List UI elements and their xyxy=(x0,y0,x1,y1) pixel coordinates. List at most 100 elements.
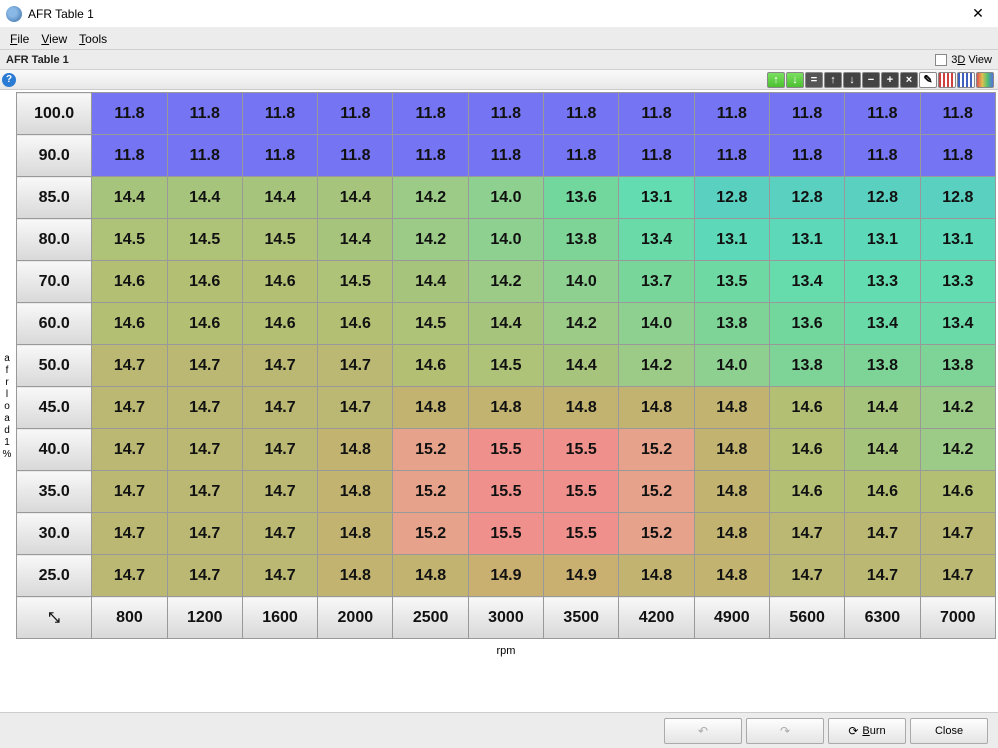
data-cell[interactable]: 14.8 xyxy=(393,555,468,597)
burn-button[interactable]: ⟳Burn xyxy=(828,718,906,744)
data-cell[interactable]: 11.8 xyxy=(694,135,769,177)
data-cell[interactable]: 14.8 xyxy=(619,387,694,429)
data-cell[interactable]: 11.8 xyxy=(92,135,167,177)
data-cell[interactable]: 13.3 xyxy=(845,261,920,303)
help-icon[interactable]: ? xyxy=(2,73,16,87)
data-cell[interactable]: 14.6 xyxy=(242,303,317,345)
data-cell[interactable]: 11.8 xyxy=(920,135,995,177)
data-cell[interactable]: 14.8 xyxy=(393,387,468,429)
data-cell[interactable]: 14.4 xyxy=(242,177,317,219)
data-cell[interactable]: 11.8 xyxy=(544,135,619,177)
data-cell[interactable]: 12.8 xyxy=(845,177,920,219)
data-cell[interactable]: 14.8 xyxy=(318,429,393,471)
data-cell[interactable]: 15.2 xyxy=(393,513,468,555)
data-cell[interactable]: 11.8 xyxy=(92,93,167,135)
row-header[interactable]: 70.0 xyxy=(17,261,92,303)
row-header[interactable]: 85.0 xyxy=(17,177,92,219)
data-cell[interactable]: 11.8 xyxy=(619,93,694,135)
data-cell[interactable]: 15.5 xyxy=(468,513,543,555)
menu-view[interactable]: View xyxy=(35,30,73,48)
data-cell[interactable]: 14.6 xyxy=(92,303,167,345)
data-cell[interactable]: 11.8 xyxy=(242,135,317,177)
data-cell[interactable]: 11.8 xyxy=(468,93,543,135)
data-cell[interactable]: 11.8 xyxy=(242,93,317,135)
data-cell[interactable]: 14.6 xyxy=(318,303,393,345)
data-cell[interactable]: 13.6 xyxy=(544,177,619,219)
data-cell[interactable]: 11.8 xyxy=(769,93,844,135)
data-cell[interactable]: 14.8 xyxy=(318,513,393,555)
data-cell[interactable]: 14.6 xyxy=(92,261,167,303)
redo-button[interactable]: ↷ xyxy=(746,718,824,744)
data-cell[interactable]: 14.7 xyxy=(318,387,393,429)
col-header[interactable]: 2500 xyxy=(393,597,468,639)
data-cell[interactable]: 14.6 xyxy=(845,471,920,513)
data-cell[interactable]: 14.6 xyxy=(769,429,844,471)
data-cell[interactable]: 14.6 xyxy=(769,387,844,429)
3d-view-checkbox[interactable] xyxy=(935,54,947,66)
data-cell[interactable]: 14.2 xyxy=(393,219,468,261)
data-cell[interactable]: 13.8 xyxy=(769,345,844,387)
tool-interpolate-v[interactable] xyxy=(957,72,975,88)
data-cell[interactable]: 14.7 xyxy=(92,471,167,513)
tool-colormap[interactable] xyxy=(976,72,994,88)
data-cell[interactable]: 13.3 xyxy=(920,261,995,303)
row-header[interactable]: 100.0 xyxy=(17,93,92,135)
data-cell[interactable]: 15.5 xyxy=(468,471,543,513)
data-cell[interactable]: 11.8 xyxy=(769,135,844,177)
data-cell[interactable]: 11.8 xyxy=(694,93,769,135)
data-cell[interactable]: 14.0 xyxy=(468,219,543,261)
row-header[interactable]: 40.0 xyxy=(17,429,92,471)
data-cell[interactable]: 14.9 xyxy=(468,555,543,597)
data-cell[interactable]: 15.2 xyxy=(393,429,468,471)
data-cell[interactable]: 14.8 xyxy=(544,387,619,429)
data-cell[interactable]: 14.7 xyxy=(167,345,242,387)
data-cell[interactable]: 15.2 xyxy=(619,429,694,471)
tool-equal[interactable]: = xyxy=(805,72,823,88)
data-cell[interactable]: 14.7 xyxy=(769,513,844,555)
data-cell[interactable]: 11.8 xyxy=(393,135,468,177)
data-cell[interactable]: 15.2 xyxy=(393,471,468,513)
data-cell[interactable]: 13.5 xyxy=(694,261,769,303)
tool-dec-green[interactable]: ↓ xyxy=(786,72,804,88)
data-cell[interactable]: 14.7 xyxy=(845,555,920,597)
data-cell[interactable]: 12.8 xyxy=(920,177,995,219)
row-header[interactable]: 35.0 xyxy=(17,471,92,513)
data-cell[interactable]: 14.8 xyxy=(694,387,769,429)
data-cell[interactable]: 15.2 xyxy=(619,513,694,555)
tool-plus[interactable]: + xyxy=(881,72,899,88)
data-cell[interactable]: 14.7 xyxy=(92,345,167,387)
data-cell[interactable]: 14.8 xyxy=(694,429,769,471)
data-cell[interactable]: 13.1 xyxy=(694,219,769,261)
data-cell[interactable]: 14.7 xyxy=(167,429,242,471)
data-cell[interactable]: 14.0 xyxy=(544,261,619,303)
data-cell[interactable]: 15.5 xyxy=(468,429,543,471)
tool-minus[interactable]: − xyxy=(862,72,880,88)
data-cell[interactable]: 11.8 xyxy=(845,135,920,177)
data-cell[interactable]: 14.7 xyxy=(242,513,317,555)
data-cell[interactable]: 12.8 xyxy=(694,177,769,219)
col-header[interactable]: 800 xyxy=(92,597,167,639)
data-cell[interactable]: 11.8 xyxy=(318,135,393,177)
data-cell[interactable]: 14.7 xyxy=(242,471,317,513)
undo-button[interactable]: ↶ xyxy=(664,718,742,744)
data-cell[interactable]: 11.8 xyxy=(920,93,995,135)
data-cell[interactable]: 14.8 xyxy=(619,555,694,597)
close-button[interactable]: Close xyxy=(910,718,988,744)
data-cell[interactable]: 11.8 xyxy=(167,93,242,135)
data-cell[interactable]: 14.4 xyxy=(468,303,543,345)
data-cell[interactable]: 14.8 xyxy=(694,471,769,513)
menu-file[interactable]: File xyxy=(4,30,35,48)
data-cell[interactable]: 13.1 xyxy=(769,219,844,261)
data-cell[interactable]: 14.5 xyxy=(468,345,543,387)
data-cell[interactable]: 13.1 xyxy=(845,219,920,261)
data-cell[interactable]: 13.4 xyxy=(769,261,844,303)
data-cell[interactable]: 13.8 xyxy=(920,345,995,387)
data-cell[interactable]: 14.7 xyxy=(242,555,317,597)
data-cell[interactable]: 14.4 xyxy=(393,261,468,303)
data-cell[interactable]: 14.5 xyxy=(393,303,468,345)
data-cell[interactable]: 14.4 xyxy=(845,387,920,429)
data-cell[interactable]: 14.5 xyxy=(242,219,317,261)
data-cell[interactable]: 11.8 xyxy=(468,135,543,177)
data-cell[interactable]: 14.6 xyxy=(167,261,242,303)
row-header[interactable]: 90.0 xyxy=(17,135,92,177)
